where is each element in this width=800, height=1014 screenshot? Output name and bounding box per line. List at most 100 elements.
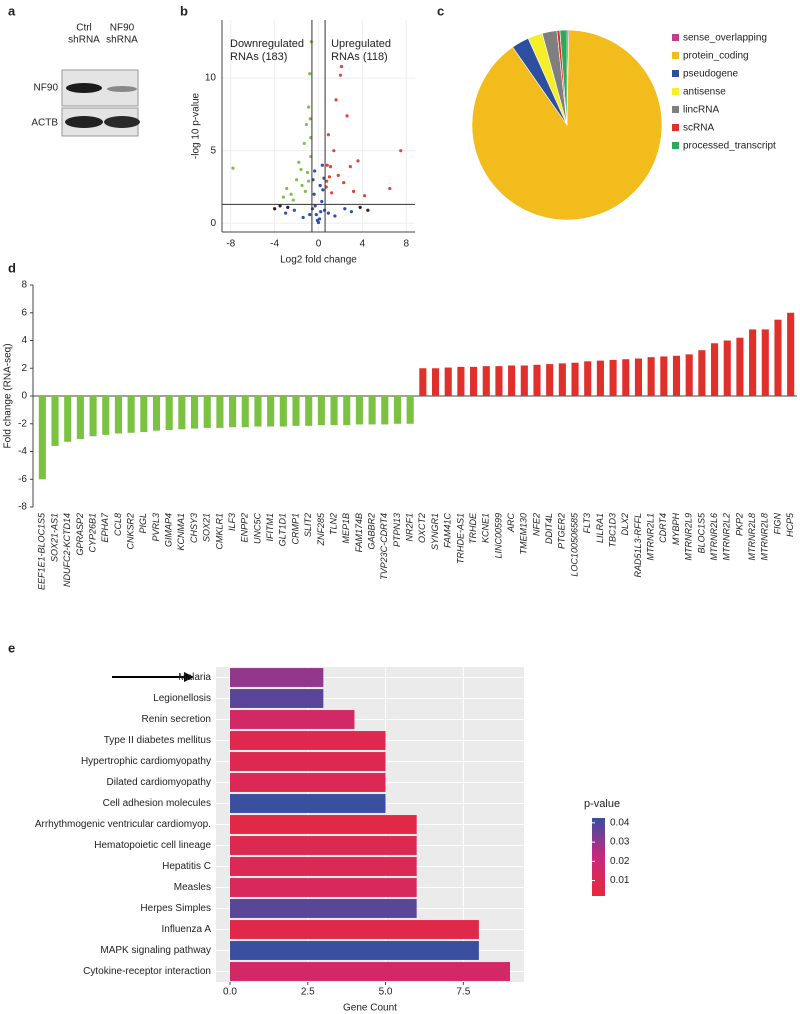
point [278,204,282,208]
bar [230,815,417,834]
bar [230,752,386,771]
bar [230,689,324,708]
bar [723,340,731,396]
x-tick-label: MTRNR2L1 [646,513,656,561]
bar [749,329,757,396]
bar [571,362,579,396]
point [358,205,362,209]
bar [406,396,414,424]
x-tick-label: GLT1D1 [278,513,288,546]
column-label: shRNA [106,35,138,46]
x-tick-label: MEP1B [341,513,351,544]
point [332,149,336,153]
x-axis-label: Gene Count [343,1003,397,1014]
point [284,211,288,215]
point [273,207,277,211]
x-tick-label: 8 [403,239,409,250]
x-tick-label: CMKLR1 [214,513,224,550]
legend-label: antisense [683,87,726,98]
x-tick-label: FIGN [772,513,782,535]
annotation: RNAs (118) [331,51,388,63]
bar [230,878,417,897]
x-tick-label: RAD51L3-RFFL [633,513,643,578]
x-tick-label: HCP5 [785,512,795,537]
bar [178,396,186,430]
row-label: ACTB [31,118,58,129]
x-tick-label: LILRA1 [595,513,605,543]
band [66,83,102,93]
y-axis-label: Fold change (RNA-seq) [3,343,14,448]
y-tick-label: Influenza A [162,924,212,935]
point [314,212,318,217]
bar [520,365,528,396]
y-tick-label: 4 [21,335,27,346]
point [308,212,312,217]
point [318,183,322,188]
x-tick-label: NDUFC2-KCTD14 [62,513,72,587]
x-tick-label: PKP2 [734,513,744,536]
x-tick-label: 4 [360,239,366,250]
x-tick-label: TBC1D3 [607,513,617,548]
bar [51,396,59,446]
legend-label: protein_coding [683,51,749,62]
y-tick-label: MAPK signaling pathway [100,945,211,956]
bar [230,920,479,939]
bar [230,941,479,960]
bar [216,396,224,428]
point [326,211,330,215]
bar [470,366,478,396]
point [333,214,337,218]
y-tick-label: Cell adhesion molecules [103,798,211,809]
y-tick-label: Legionellosis [153,693,211,704]
bar [634,358,643,396]
bar [317,396,325,426]
annotation: Downregulated [230,38,304,50]
legend-label: lincRNA [683,105,719,116]
x-tick-label: TRHDE-AS1 [455,513,465,564]
y-tick-label: Renin secretion [142,714,211,725]
band [104,116,140,128]
y-tick-label: Cytokine-receptor interaction [83,966,211,977]
bar [444,367,452,396]
column-label: NF90 [110,23,135,34]
x-tick-label: GIMAP4 [164,513,174,547]
bar [330,396,338,426]
legend-swatch [672,142,679,149]
point [307,105,311,109]
y-tick-label: 5 [210,145,216,156]
bar [89,396,97,437]
bar [698,350,706,396]
point [301,215,305,220]
point [289,192,293,196]
point [351,189,356,193]
bar [533,364,541,396]
x-tick-label: IFITM1 [265,513,275,542]
point [309,40,313,44]
point [302,141,306,146]
point [356,159,360,163]
x-tick-label: 0.0 [223,987,237,998]
panel-label: b [180,3,188,18]
point [321,188,325,192]
x-tick-label: TMEM130 [519,513,529,555]
colorbar-tick-label: 0.01 [610,875,630,886]
point [334,98,338,102]
y-tick-label: Hypertrophic cardiomyopathy [81,756,211,767]
point [320,199,324,204]
bar [229,396,237,428]
point [366,208,370,212]
legend-label: sense_overlapping [683,33,767,44]
point [294,178,299,182]
x-tick-label: CYP26B1 [87,513,97,553]
annotation: RNAs (183) [230,51,287,63]
x-tick-label: -4 [270,239,279,250]
bar [647,357,655,396]
x-tick-label: PIGL [138,513,148,534]
bar [102,396,110,435]
bar [267,396,275,427]
legend-swatch [672,88,679,95]
x-tick-label: TVP23C-CDRT4 [379,513,389,580]
bar [596,360,604,396]
bar [114,396,122,434]
x-tick-label: SOX21-AS1 [49,513,59,562]
